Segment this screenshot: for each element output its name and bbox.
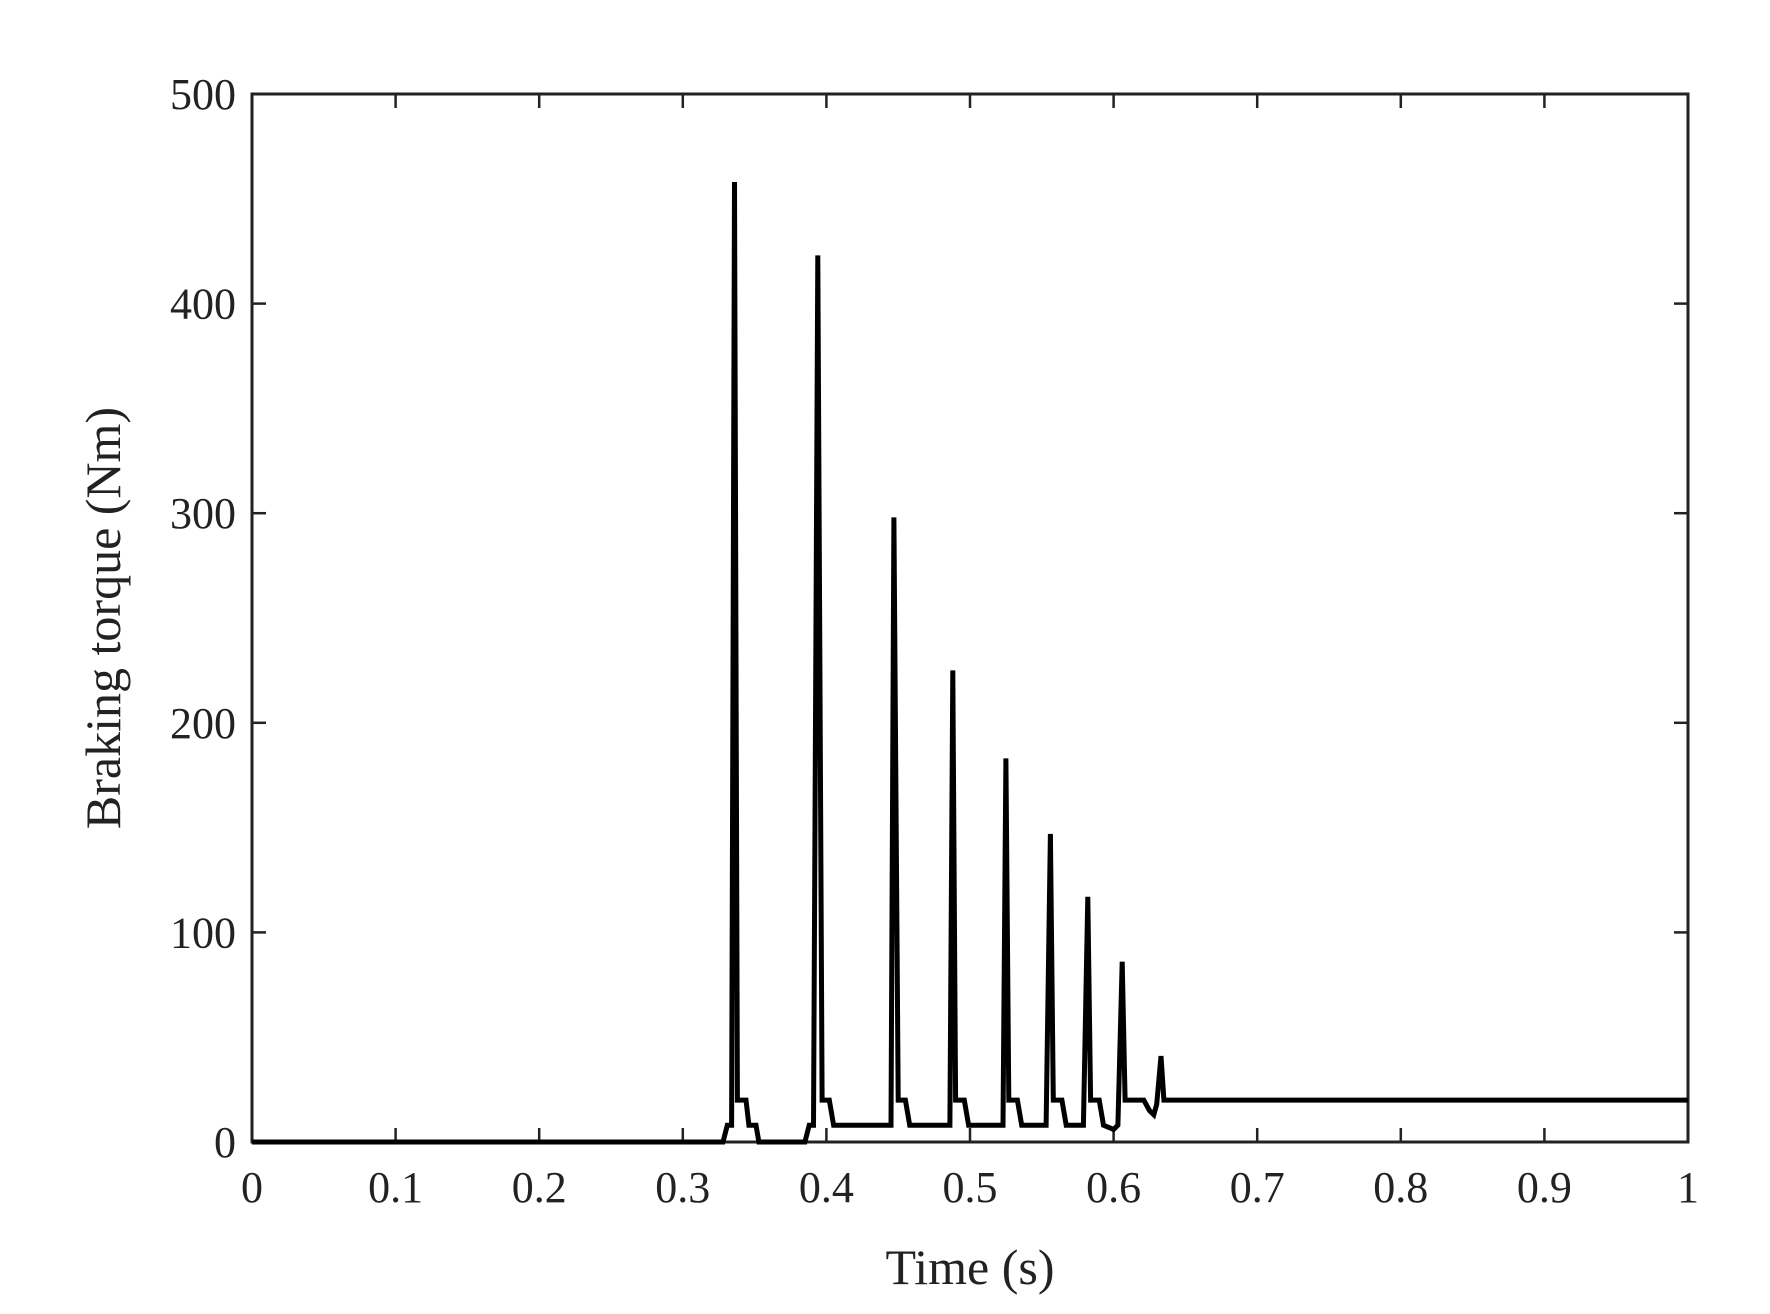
x-tick-label: 0.6 bbox=[1086, 1163, 1141, 1212]
tick-labels: 0 0.1 0.2 0.3 0.4 0.5 0.6 0.7 0.8 0.9 1 0 100 200 300 4… bbox=[170, 70, 1699, 1212]
x-tick-label: 0.2 bbox=[512, 1163, 567, 1212]
x-tick-label: 0.3 bbox=[655, 1163, 710, 1212]
x-tick-label: 0.5 bbox=[943, 1163, 998, 1212]
y-tick-label: 400 bbox=[170, 280, 236, 329]
braking-torque-line bbox=[252, 181, 1688, 1145]
x-tick-label: 0 bbox=[241, 1163, 263, 1212]
x-tick-label: 1 bbox=[1677, 1163, 1699, 1212]
x-tick-label: 0.4 bbox=[799, 1163, 854, 1212]
y-tick-label: 500 bbox=[170, 70, 236, 119]
y-tick-label: 200 bbox=[170, 699, 236, 748]
x-axis-title: Time (s) bbox=[885, 1239, 1054, 1295]
axis-ticks bbox=[250, 92, 1690, 1144]
x-tick-label: 0.9 bbox=[1517, 1163, 1572, 1212]
plot-area-frame bbox=[250, 92, 1690, 1144]
y-tick-label: 100 bbox=[170, 908, 236, 957]
y-tick-label: 0 bbox=[214, 1118, 236, 1167]
x-tick-label: 0.7 bbox=[1230, 1163, 1285, 1212]
x-tick-label: 0.1 bbox=[368, 1163, 423, 1212]
x-tick-label: 0.8 bbox=[1373, 1163, 1428, 1212]
y-axis-title: Braking torque (Nm) bbox=[75, 407, 131, 829]
y-tick-label: 300 bbox=[170, 489, 236, 538]
